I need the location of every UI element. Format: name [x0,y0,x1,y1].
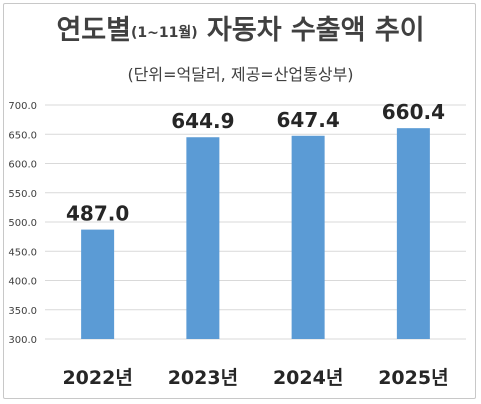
data-label: 644.9 [171,109,234,133]
data-label: 487.0 [66,202,129,226]
y-tick-label: 550.0 [8,189,37,200]
y-tick-label: 450.0 [8,247,37,258]
y-tick-label: 300.0 [8,335,37,346]
y-tick-label: 600.0 [8,160,37,171]
y-tick-label: 700.0 [8,101,37,112]
bar [186,137,220,339]
x-category-label: 2024년 [273,367,343,389]
data-label: 647.4 [276,108,339,132]
bar [81,229,115,339]
y-tick-label: 500.0 [8,218,37,229]
title-rest: 자동차 수출액 추이 [207,15,425,46]
y-tick-label: 650.0 [8,130,37,141]
chart-frame [3,3,476,399]
data-label: 660.4 [382,100,445,124]
bar [396,128,430,339]
x-category-label: 2025년 [378,367,448,389]
y-tick-label: 350.0 [8,306,37,317]
x-category-label: 2023년 [168,367,238,389]
x-category-label: 2022년 [62,367,132,389]
chart-title: 연도별(1~11월) 자동차 수출액 추이 [0,14,481,50]
chart-subtitle: (단위=억달러, 제공=산업통상부) [127,65,354,84]
title-main: 연도별 [56,15,131,46]
title-period: (1~11월) [130,25,198,41]
bar [291,135,325,339]
y-tick-label: 400.0 [8,277,37,288]
